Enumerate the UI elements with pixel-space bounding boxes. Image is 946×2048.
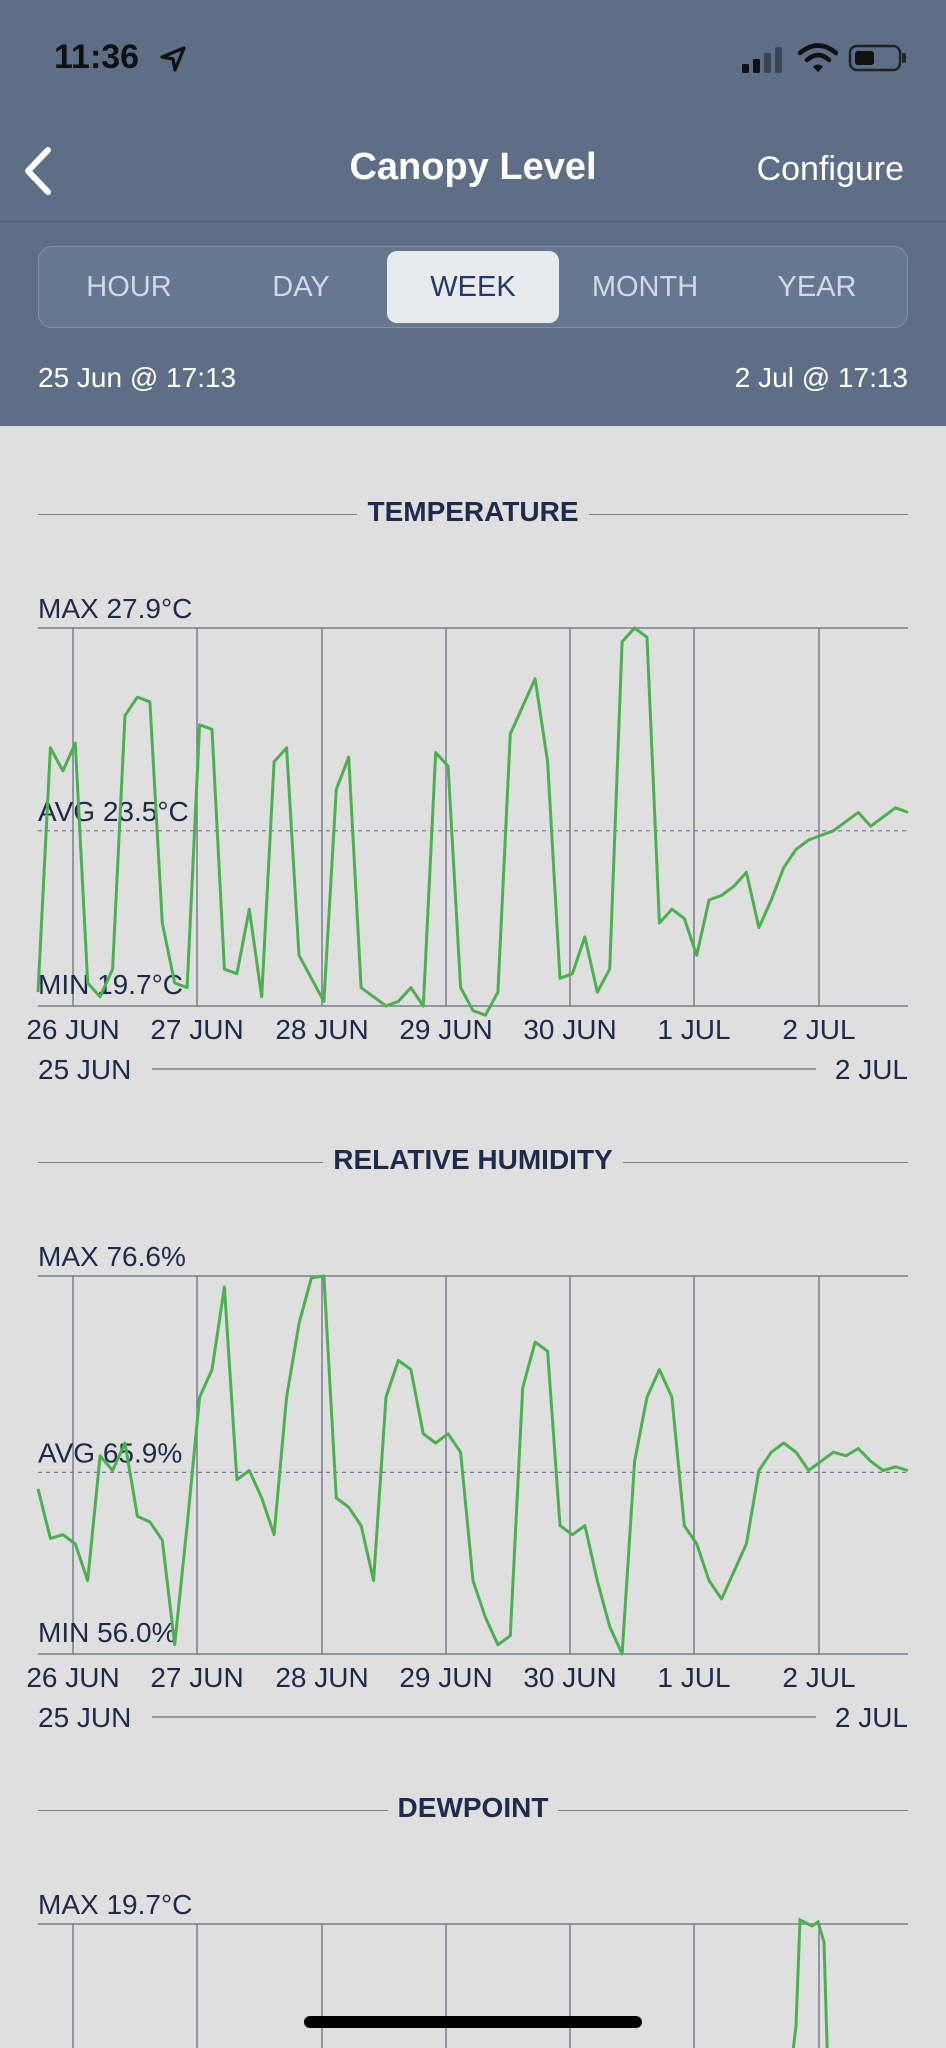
section-title: RELATIVE HUMIDITY bbox=[323, 1144, 623, 1175]
x-tick-label: 2 JUL bbox=[782, 1662, 855, 1693]
series-line bbox=[791, 1917, 829, 2048]
x-tick-label: 28 JUN bbox=[275, 1014, 368, 1045]
x-tick-label: 29 JUN bbox=[399, 1014, 492, 1045]
back-chevron-icon[interactable] bbox=[16, 142, 58, 200]
x-tick-label: 2 JUL bbox=[782, 1014, 855, 1045]
cellular-signal-icon bbox=[742, 47, 782, 73]
x-tick-label: 28 JUN bbox=[275, 1662, 368, 1693]
avg-label: AVG 23.5°C bbox=[38, 796, 189, 827]
battery-icon bbox=[848, 44, 906, 72]
header-background: 11:36 Canopy Level Configure HOUR DA bbox=[0, 0, 946, 426]
segment-month[interactable]: MONTH bbox=[591, 271, 699, 303]
x-tick-label: 30 JUN bbox=[523, 1014, 616, 1045]
wifi-icon bbox=[798, 43, 838, 72]
status-time: 11:36 bbox=[54, 38, 140, 76]
range-end: 2 Jul @ 17:13 bbox=[734, 362, 908, 393]
location-arrow-icon bbox=[160, 46, 186, 72]
segment-hour[interactable]: HOUR bbox=[86, 271, 172, 303]
x-tick-label: 30 JUN bbox=[523, 1662, 616, 1693]
series-line bbox=[36, 1274, 909, 1656]
range-start-label: 25 JUN bbox=[38, 1702, 131, 1733]
home-indicator bbox=[304, 2016, 642, 2028]
max-label: MAX 76.6% bbox=[38, 1241, 186, 1272]
range-end-label: 2 JUL bbox=[835, 1702, 908, 1733]
section-title: TEMPERATURE bbox=[357, 496, 589, 527]
x-tick-label: 1 JUL bbox=[657, 1014, 730, 1045]
segment-week[interactable]: WEEK bbox=[387, 251, 559, 323]
x-tick-label: 29 JUN bbox=[399, 1662, 492, 1693]
status-bar: 11:36 bbox=[0, 0, 946, 120]
range-end-label: 2 JUL bbox=[835, 1054, 908, 1085]
x-tick-label: 27 JUN bbox=[150, 1662, 243, 1693]
range-start: 25 Jun @ 17:13 bbox=[38, 362, 237, 393]
page-title: Canopy Level bbox=[349, 146, 597, 188]
x-tick-label: 27 JUN bbox=[150, 1014, 243, 1045]
x-tick-label: 26 JUN bbox=[26, 1662, 119, 1693]
series-line bbox=[36, 626, 909, 1017]
humidity-chart: MAX 76.6% AVG 65.9% MIN 56.0% 26 JUN 27 JUN 2… bbox=[26, 1241, 909, 1733]
x-tick-label: 26 JUN bbox=[26, 1014, 119, 1045]
max-label: MAX 19.7°C bbox=[38, 1889, 192, 1920]
x-tick-label: 1 JUL bbox=[657, 1662, 730, 1693]
avg-label: AVG 65.9% bbox=[38, 1437, 182, 1468]
range-start-label: 25 JUN bbox=[38, 1054, 131, 1085]
section-title: DEWPOINT bbox=[387, 1792, 559, 1823]
segment-year[interactable]: YEAR bbox=[777, 271, 857, 303]
configure-button[interactable]: Configure bbox=[756, 150, 904, 188]
max-label: MAX 27.9°C bbox=[38, 593, 192, 624]
segment-day[interactable]: DAY bbox=[272, 271, 330, 303]
min-label: MIN 56.0% bbox=[38, 1617, 177, 1648]
time-range-segmented-control: HOUR DAY WEEK MONTH YEAR bbox=[38, 246, 908, 328]
nav-bar: Canopy Level Configure bbox=[0, 120, 946, 222]
dewpoint-chart: MAX 19.7°C bbox=[38, 1889, 908, 2048]
